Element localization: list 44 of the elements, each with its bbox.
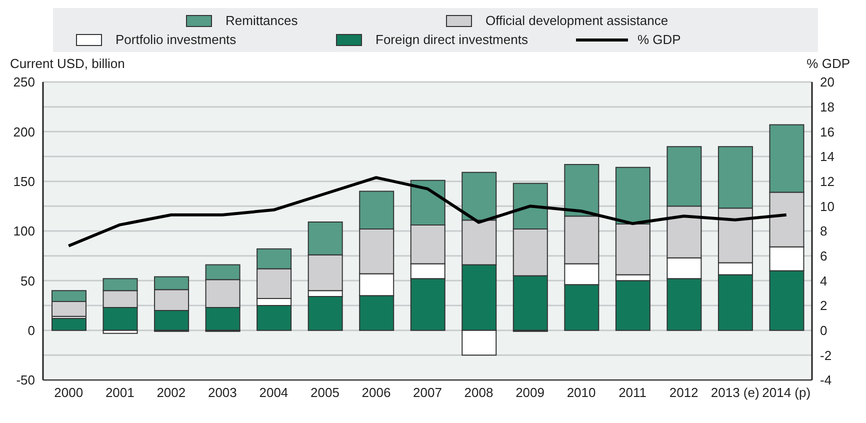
legend-label: Official development assistance [486,13,668,28]
y-tick-label: 250 [13,74,35,90]
x-tick-label: 2002 [156,385,186,400]
legend-label: Remittances [226,13,298,28]
x-tick-label: 2006 [362,385,391,400]
legend-label: Portfolio investments [116,32,236,47]
y2-tick-label: 14 [820,149,834,164]
y2-tick-label: 4 [820,273,828,288]
y-tick-label: -50 [16,372,35,388]
x-tick-label: 2001 [105,385,134,400]
y-axis-title: Current USD, billion [9,56,125,73]
y-tick-label: 100 [13,224,35,239]
y2-tick-label: 16 [820,124,834,140]
x-tick-label: 2005 [310,385,340,400]
y-tick-label: 200 [13,124,35,140]
legend-label: % GDP [638,32,681,47]
x-tick-label: 2008 [464,385,494,400]
y2-tick-label: -4 [820,372,832,388]
y-tick-label: 50 [20,273,35,288]
bar [52,318,86,331]
x-tick-label: 2003 [208,385,237,400]
x-tick-label: 2007 [413,385,442,400]
line-series [67,176,788,248]
x-tick-label: 2013 (e) [710,385,760,400]
y2-tick-label: 6 [820,248,828,264]
legend-label: Foreign direct investments [376,32,528,47]
y2-tick-label: 10 [820,198,834,214]
y2-tick-label: 12 [820,174,834,189]
x-tick-label: 2000 [54,385,84,400]
y2-tick-label: -2 [820,348,832,363]
x-tick-label: 2012 [669,385,698,400]
y-tick-label: 150 [13,174,35,189]
x-tick-label: 2009 [516,385,544,400]
y-tick-label: 0 [28,322,35,338]
y2-tick-label: 8 [820,224,828,239]
x-tick-label: 2011 [618,385,647,400]
y2-axis-title: % GDP [806,56,851,73]
y2-tick-label: 2 [820,298,828,314]
y2-tick-label: 18 [820,99,834,114]
x-tick-label: 2010 [566,385,596,400]
x-tick-label: 2004 [259,385,288,400]
x-tick-label: 2014 (p) [762,385,811,400]
y2-tick-label: 20 [820,74,834,90]
y2-tick-label: 0 [820,322,828,338]
